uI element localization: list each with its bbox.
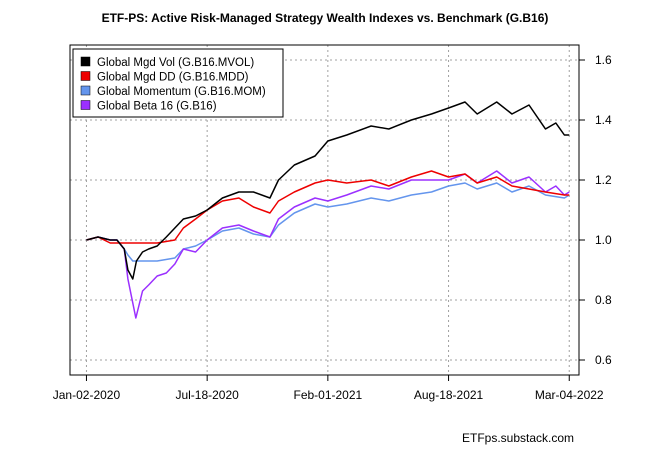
legend-swatch <box>80 56 91 67</box>
legend-label: Global Mgd Vol (G.B16.MVOL) <box>97 57 254 69</box>
y-tick-label: 1.0 <box>595 233 612 247</box>
y-tick-label: 0.8 <box>595 293 612 307</box>
plot-frame <box>69 44 580 376</box>
chart-title: ETF-PS: Active Risk-Managed Strategy Wea… <box>102 11 549 25</box>
x-tick-label: Aug-18-2021 <box>414 388 484 402</box>
series-line-global-mgd-vol <box>86 101 570 280</box>
series-line-global-beta-16 <box>86 170 570 319</box>
legend-label: Global Mgd DD (G.B16.MDD) <box>97 72 249 84</box>
legend-label: Global Beta 16 (G.B16) <box>97 101 217 113</box>
legend: Global Mgd Vol (G.B16.MVOL) Global Mgd DD… <box>72 48 284 118</box>
x-tick-label: Jul-18-2020 <box>175 388 239 402</box>
legend-swatch <box>80 85 91 96</box>
x-tick-label: Jan-02-2020 <box>53 388 121 402</box>
series-lines <box>86 101 570 319</box>
y-axis: 0.6 0.8 1.0 1.2 1.4 1.6 <box>579 53 612 367</box>
source-credit: ETFps.substack.com <box>462 431 574 445</box>
y-tick-label: 1.6 <box>595 53 612 67</box>
y-tick-label: 1.2 <box>595 173 612 187</box>
legend-box <box>72 48 284 118</box>
x-tick-label: Mar-04-2022 <box>535 388 604 402</box>
x-tick-label: Feb-01-2021 <box>293 388 362 402</box>
y-tick-label: 1.4 <box>595 113 612 127</box>
legend-swatch <box>80 100 91 110</box>
y-tick-label: 0.6 <box>595 353 612 367</box>
legend-swatch <box>80 71 91 81</box>
series-line-global-momentum <box>86 182 570 262</box>
legend-label: Global Momentum (G.B16.MOM) <box>97 86 266 98</box>
x-axis: Jan-02-2020 Jul-18-2020 Feb-01-2021 Aug-18-… <box>53 375 604 402</box>
